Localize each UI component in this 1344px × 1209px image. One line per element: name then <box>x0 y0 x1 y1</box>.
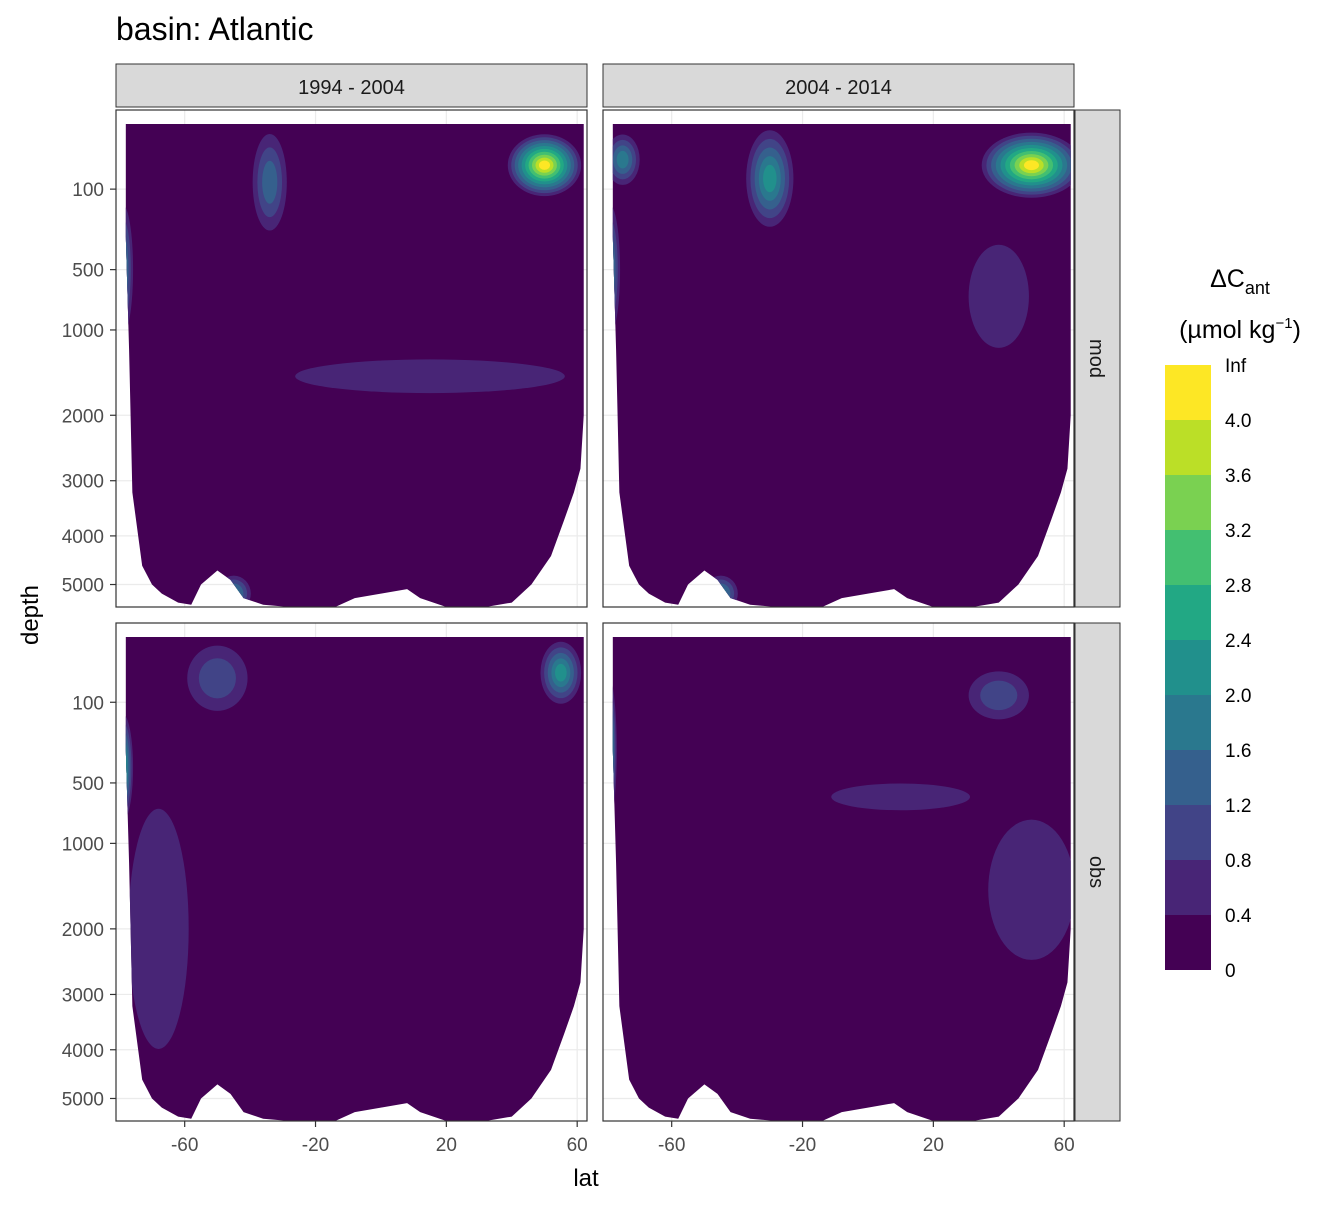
legend-label: 0.8 <box>1225 851 1251 872</box>
legend-label: 2.8 <box>1225 576 1251 597</box>
panel-grid: 1994 - 2004 2004 - 2014 mod obs 100 500 1000 20… <box>62 63 1121 1156</box>
legend-key <box>1165 475 1211 530</box>
contour-band <box>555 663 567 682</box>
x-tick-label: 20 <box>436 1135 457 1156</box>
legend-key <box>1165 805 1211 860</box>
legend-label: 1.6 <box>1225 741 1251 762</box>
x-tick-label: -20 <box>302 1135 329 1156</box>
legend-key <box>1165 915 1211 970</box>
legend-label: 0 <box>1225 961 1236 982</box>
legend-key <box>1165 420 1211 475</box>
legend-key <box>1165 695 1211 750</box>
legend-label: 4.0 <box>1225 411 1251 432</box>
row-strip <box>1074 622 1121 1122</box>
contour-band <box>1023 160 1039 171</box>
legend-label: 2.0 <box>1225 686 1251 707</box>
legend-title-sub: ant <box>1245 278 1270 298</box>
y-tick-label: 500 <box>72 774 104 795</box>
y-tick-label: 3000 <box>62 985 104 1006</box>
panel-border <box>115 622 588 1122</box>
field-level-0 <box>612 637 1071 1121</box>
contour-band <box>988 819 1071 960</box>
panel-border <box>602 622 1075 1122</box>
panel <box>602 109 1075 608</box>
x-tick-label: 60 <box>1054 1135 1075 1156</box>
col-strip <box>115 63 588 108</box>
legend-label: 2.4 <box>1225 631 1252 652</box>
x-tick-label: 20 <box>923 1135 944 1156</box>
contour-features <box>125 641 582 1049</box>
legend-label: 1.2 <box>1225 796 1251 817</box>
panel: 100 500 1000 2000 3000 4000 5000 -60 -20 20 60 <box>62 622 588 1156</box>
legend-key <box>1165 365 1211 420</box>
legend-label: 3.2 <box>1225 521 1251 542</box>
y-tick-label: 5000 <box>62 1089 104 1110</box>
panel: 100 500 1000 2000 3000 4000 5000 <box>62 109 588 608</box>
contour-band <box>616 150 629 169</box>
col-strip-label: 1994 - 2004 <box>298 77 405 99</box>
legend-title-main: ΔC <box>1210 265 1245 293</box>
contour-band <box>831 783 971 811</box>
legend-label: Inf <box>1225 356 1247 377</box>
x-tick-label: 60 <box>567 1135 588 1156</box>
x-tick-label: -60 <box>171 1135 198 1156</box>
contour-features <box>612 670 1071 960</box>
x-axis-title: lat <box>573 1165 599 1192</box>
legend-units-open: ( <box>1179 316 1188 344</box>
legend-units: (µmol kg−1) <box>1179 315 1301 344</box>
y-tick-label: 1000 <box>62 834 104 855</box>
x-tick-label: -60 <box>658 1135 685 1156</box>
y-tick-label: 100 <box>72 693 104 714</box>
y-tick-label: 500 <box>72 261 104 282</box>
contour-band <box>295 359 565 394</box>
y-tick-label: 100 <box>72 180 104 201</box>
legend: ΔCant (µmol kg−1) 0 0.4 0.8 1.2 1.6 2.0 2.4 2.8… <box>1165 265 1301 982</box>
contour-band <box>980 680 1018 711</box>
y-tick-label: 2000 <box>62 920 104 941</box>
contour-features <box>125 133 582 607</box>
legend-key <box>1165 750 1211 805</box>
row-strip-label: obs <box>1085 856 1107 888</box>
panel-border <box>115 109 588 608</box>
contour-band <box>968 244 1029 348</box>
contour-band <box>538 160 551 170</box>
legend-key <box>1165 530 1211 585</box>
row-strip-label: mod <box>1085 339 1107 378</box>
contour-band <box>262 160 278 204</box>
legend-keys: 0 0.4 0.8 1.2 1.6 2.0 2.4 2.8 3.2 3.6 4.0 Inf <box>1165 356 1252 982</box>
legend-units-main: µmol kg <box>1187 316 1275 344</box>
field-level-0 <box>612 124 1071 607</box>
legend-title: ΔCant <box>1210 265 1270 298</box>
row-strip <box>1074 109 1121 608</box>
y-tick-label: 4000 <box>62 527 104 548</box>
y-tick-label: 5000 <box>62 576 104 597</box>
col-strip-label: 2004 - 2014 <box>785 77 892 99</box>
legend-key <box>1165 860 1211 915</box>
panel-border <box>602 109 1075 608</box>
y-tick-label: 2000 <box>62 406 104 427</box>
legend-units-close: ) <box>1293 316 1301 344</box>
legend-label: 3.6 <box>1225 466 1251 487</box>
legend-units-sup: −1 <box>1275 315 1292 332</box>
chart-title: basin: Atlantic <box>116 11 313 47</box>
legend-label: 0.4 <box>1225 906 1252 927</box>
panel: -60 -20 20 60 <box>602 622 1075 1156</box>
y-axis-title: depth <box>17 585 44 645</box>
y-tick-label: 3000 <box>62 472 104 493</box>
x-tick-label: -20 <box>789 1135 816 1156</box>
field-level-0 <box>125 637 584 1121</box>
contour-band <box>763 164 777 193</box>
legend-key <box>1165 585 1211 640</box>
y-tick-label: 1000 <box>62 321 104 342</box>
contour-band <box>198 658 236 699</box>
legend-key <box>1165 640 1211 695</box>
y-tick-label: 4000 <box>62 1041 104 1062</box>
col-strip <box>602 63 1075 108</box>
contour-band <box>128 808 189 1049</box>
